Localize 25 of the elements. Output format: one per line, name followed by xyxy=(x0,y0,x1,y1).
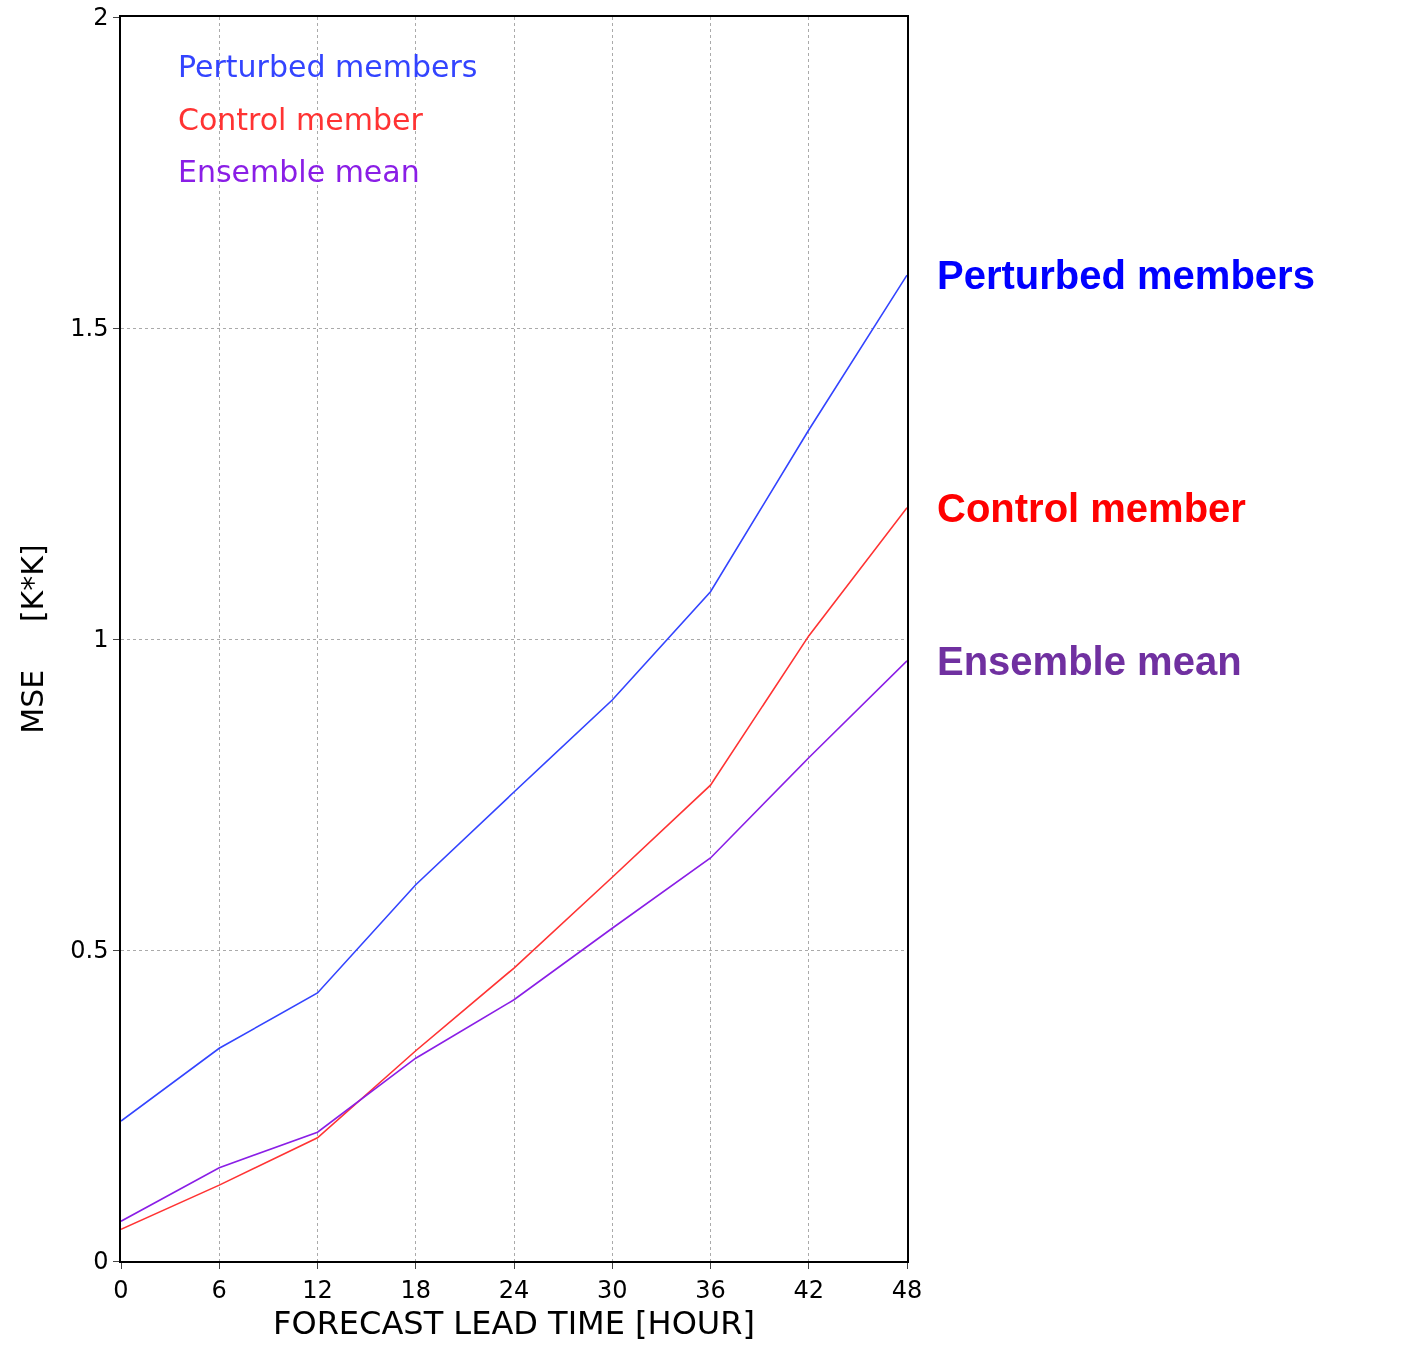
x-tick-label: 24 xyxy=(498,1275,530,1304)
line-series xyxy=(121,659,907,1222)
x-tick-label: 18 xyxy=(400,1275,432,1304)
y-tick-label: 0.5 xyxy=(70,936,109,965)
y-tick-label: 2 xyxy=(93,3,109,32)
text: Control member xyxy=(178,102,424,137)
text: Control member xyxy=(937,486,1246,530)
text: Perturbed members xyxy=(937,253,1315,297)
x-tick-label: 12 xyxy=(302,1275,333,1304)
x-axis-title: FORECAST LEAD TIME [HOUR] xyxy=(273,1303,755,1342)
x-tick-label: 0 xyxy=(113,1275,129,1304)
y-tick-label: 1.5 xyxy=(70,314,109,343)
line-series xyxy=(121,506,907,1231)
text: Ensemble mean xyxy=(937,639,1242,683)
line-series xyxy=(121,274,907,1122)
y-axis-title: MSE [K*K] xyxy=(14,544,50,734)
x-tick-label: 30 xyxy=(596,1275,628,1304)
x-tick-label: 36 xyxy=(695,1275,726,1304)
y-tick-label: 1 xyxy=(93,625,109,654)
x-tick-label: 48 xyxy=(891,1275,923,1304)
text: Perturbed members xyxy=(178,49,478,84)
x-tick-label: 42 xyxy=(793,1275,825,1304)
x-tick-label: 6 xyxy=(211,1275,227,1304)
text: Ensemble mean xyxy=(178,154,420,189)
y-tick-label: 0 xyxy=(93,1247,109,1276)
